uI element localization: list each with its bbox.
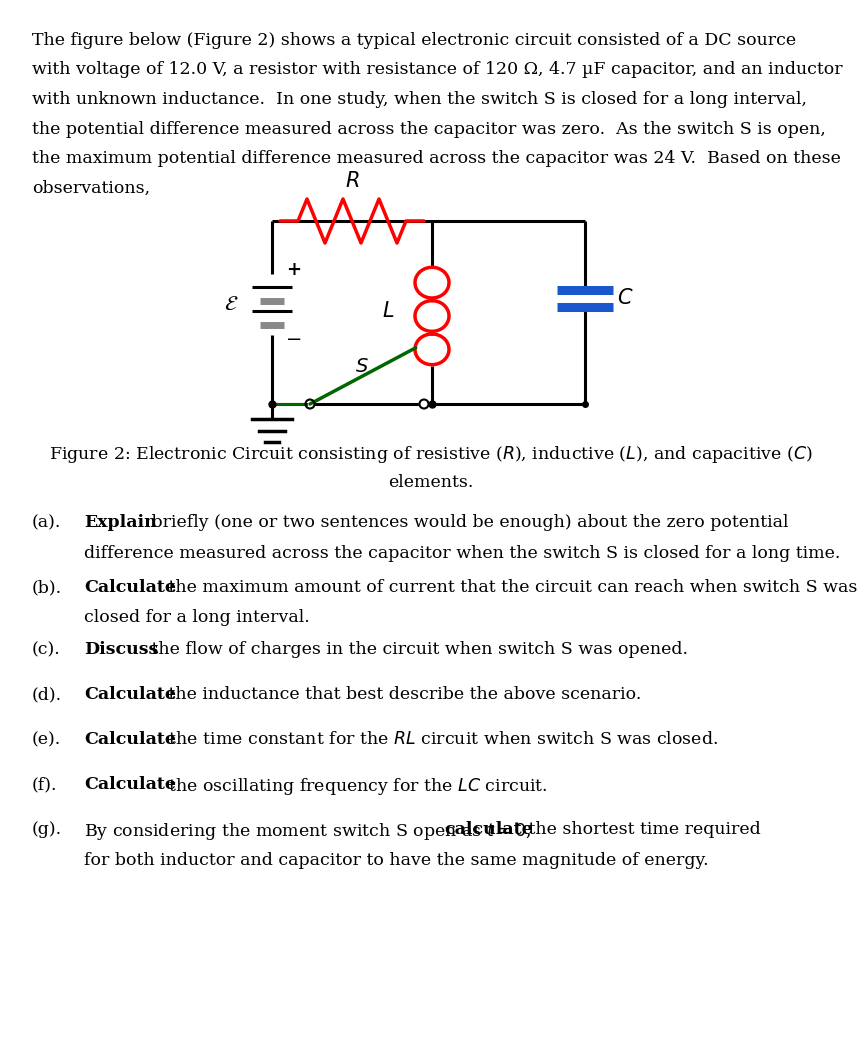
Text: (b).: (b).	[32, 579, 62, 596]
Text: Calculate: Calculate	[84, 686, 176, 703]
Text: Discuss: Discuss	[84, 641, 158, 658]
Text: Calculate: Calculate	[84, 731, 176, 748]
Text: Calculate: Calculate	[84, 776, 176, 793]
Text: the oscillating frequency for the $LC$ circuit.: the oscillating frequency for the $LC$ c…	[164, 776, 548, 797]
Text: (g).: (g).	[32, 821, 62, 838]
Text: (c).: (c).	[32, 641, 61, 658]
Text: the shortest time required: the shortest time required	[523, 821, 761, 838]
Circle shape	[306, 399, 314, 409]
Text: Figure 2: Electronic Circuit consisting of resistive ($R$), inductive ($L$), and: Figure 2: Electronic Circuit consisting …	[48, 444, 813, 465]
Text: By considering the moment switch S open as $t=0$,: By considering the moment switch S open …	[84, 821, 533, 842]
Text: difference measured across the capacitor when the switch S is closed for a long : difference measured across the capacitor…	[84, 545, 840, 562]
Text: $\mathcal{E}$: $\mathcal{E}$	[224, 295, 238, 314]
Text: $R$: $R$	[344, 171, 359, 191]
Text: (a).: (a).	[32, 514, 61, 531]
Text: $C$: $C$	[617, 288, 634, 308]
Text: (d).: (d).	[32, 686, 62, 703]
Text: elements.: elements.	[387, 474, 474, 491]
Circle shape	[419, 399, 429, 409]
Text: the flow of charges in the circuit when switch S was opened.: the flow of charges in the circuit when …	[146, 641, 688, 658]
Text: with voltage of 12.0 V, a resistor with resistance of 120 Ω, 4.7 µF capacitor, a: with voltage of 12.0 V, a resistor with …	[32, 61, 843, 78]
Text: the maximum amount of current that the circuit can reach when switch S was: the maximum amount of current that the c…	[164, 579, 858, 596]
Text: calculate: calculate	[444, 821, 533, 838]
Text: Explain: Explain	[84, 514, 157, 531]
Text: briefly (one or two sentences would be enough) about the zero potential: briefly (one or two sentences would be e…	[146, 514, 788, 531]
Text: (e).: (e).	[32, 731, 61, 748]
Text: (f).: (f).	[32, 776, 58, 793]
Text: The figure below (Figure 2) shows a typical electronic circuit consisted of a DC: The figure below (Figure 2) shows a typi…	[32, 32, 796, 49]
Text: Calculate: Calculate	[84, 579, 176, 596]
Text: closed for a long interval.: closed for a long interval.	[84, 609, 310, 626]
Text: +: +	[286, 261, 301, 279]
Text: $L$: $L$	[381, 301, 394, 321]
Text: −: −	[286, 331, 302, 348]
Text: for both inductor and capacitor to have the same magnitude of energy.: for both inductor and capacitor to have …	[84, 851, 709, 868]
Text: $S$: $S$	[355, 358, 369, 376]
Text: with unknown inductance.  In one study, when the switch S is closed for a long i: with unknown inductance. In one study, w…	[32, 91, 807, 108]
Text: the maximum potential difference measured across the capacitor was 24 V.  Based : the maximum potential difference measure…	[32, 150, 841, 167]
Text: the time constant for the $RL$ circuit when switch S was closed.: the time constant for the $RL$ circuit w…	[164, 731, 718, 748]
Text: the potential difference measured across the capacitor was zero.  As the switch : the potential difference measured across…	[32, 120, 826, 137]
Text: the inductance that best describe the above scenario.: the inductance that best describe the ab…	[164, 686, 641, 703]
Text: observations,: observations,	[32, 180, 150, 196]
